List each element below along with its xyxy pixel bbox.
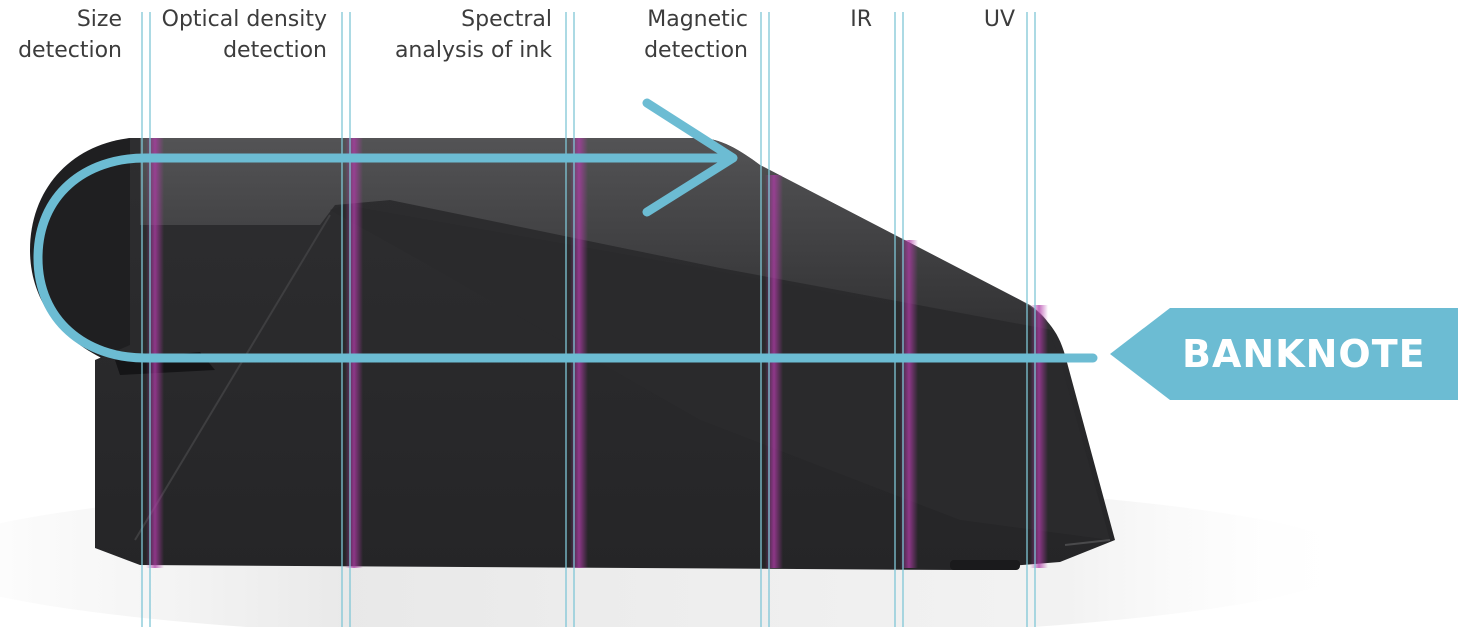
- path-arrowhead: [642, 98, 738, 217]
- sensor-line-size: [141, 12, 164, 627]
- sensor-line-ir: [894, 12, 918, 627]
- banknote-label: BANKNOTE: [1182, 332, 1426, 376]
- sensor-line-optical: [341, 12, 363, 627]
- label-optical-density: Optical density detection: [161, 7, 327, 63]
- banknote-entry-tag: [1110, 308, 1458, 400]
- sensor-line-uv: [1026, 12, 1048, 627]
- sensor-line-magnetic: [760, 12, 783, 627]
- banknote-path: [33, 153, 1098, 363]
- sensor-line-spectral: [565, 12, 588, 627]
- label-ir: IR: [850, 7, 872, 32]
- label-magnetic-detection: Magnetic detection: [644, 7, 748, 63]
- sensor-lines: [141, 12, 1048, 627]
- label-size-detection: Size detection: [18, 7, 122, 63]
- sensor-labels: Size detection Optical density detection…: [0, 0, 1458, 80]
- label-spectral-analysis: Spectral analysis of ink: [394, 7, 552, 63]
- label-uv: UV: [983, 7, 1015, 32]
